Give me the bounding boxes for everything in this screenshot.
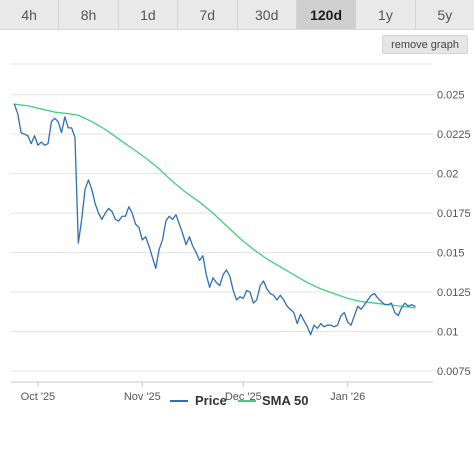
series-lines bbox=[13, 103, 416, 336]
grid-lines bbox=[11, 63, 433, 372]
y-tick-label: 0.0225 bbox=[437, 129, 471, 141]
legend-sma-label[interactable]: SMA 50 bbox=[262, 393, 308, 408]
legend[interactable]: Price SMA 50 bbox=[170, 393, 308, 408]
y-tick-label: 0.01 bbox=[437, 326, 458, 338]
y-axis-tick-labels: 0.0075 0.01 0.0125 0.015 0.0175 0.02 0.0225 0.0… bbox=[437, 90, 471, 378]
y-tick-label: 0.0175 bbox=[437, 208, 471, 220]
tab-4h[interactable]: 4h bbox=[0, 0, 60, 29]
y-tick-label: 0.0075 bbox=[437, 366, 471, 378]
remove-graph-button[interactable]: remove graph bbox=[382, 35, 468, 54]
y-tick-label: 0.025 bbox=[437, 90, 465, 102]
sma-50-series-line[interactable] bbox=[13, 103, 416, 309]
tab-120d[interactable]: 120d bbox=[296, 0, 357, 29]
x-tick-label: Nov '25 bbox=[124, 391, 161, 403]
y-tick-label: 0.015 bbox=[437, 248, 465, 260]
y-tick-label: 0.0125 bbox=[437, 287, 471, 299]
legend-price-label[interactable]: Price bbox=[195, 393, 227, 408]
tab-30d[interactable]: 30d bbox=[238, 0, 297, 29]
price-series-line[interactable] bbox=[13, 103, 416, 336]
tab-8h[interactable]: 8h bbox=[59, 0, 119, 29]
y-tick-label: 0.02 bbox=[437, 169, 458, 181]
tab-7d[interactable]: 7d bbox=[178, 0, 238, 29]
tab-1y[interactable]: 1y bbox=[356, 0, 416, 29]
tab-5y[interactable]: 5y bbox=[437, 6, 453, 23]
x-tick-label: Jan '26 bbox=[330, 391, 365, 403]
timeframe-tabs: 4h 8h 1d 7d 30d 120d 1y 5y bbox=[0, 0, 474, 30]
x-tick-label: Oct '25 bbox=[21, 391, 56, 403]
tab-1d[interactable]: 1d bbox=[119, 0, 179, 29]
